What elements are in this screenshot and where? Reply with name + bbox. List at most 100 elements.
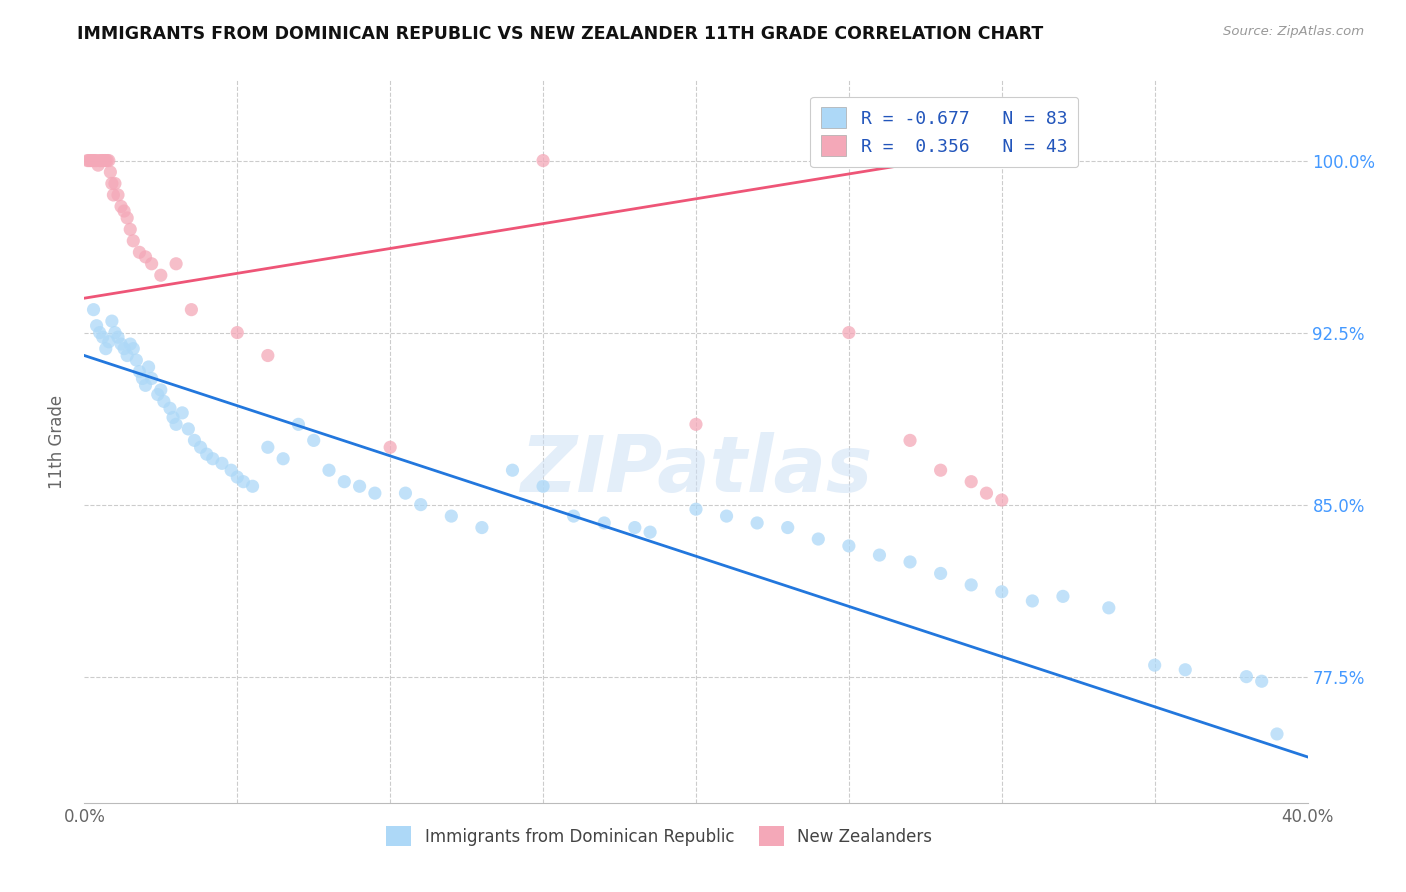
Point [271,451,294,466]
Point [409,498,432,512]
Point [976,486,998,500]
Point [562,509,585,524]
Point [183,434,205,448]
Point [929,463,952,477]
Point [120,337,142,351]
Point [226,326,249,340]
Point [86,318,108,333]
Point [929,566,952,581]
Point [149,383,172,397]
Point [153,394,176,409]
Point [685,502,707,516]
Point [83,302,105,317]
Point [115,349,138,363]
Point [531,153,554,168]
Point [120,222,142,236]
Point [94,342,117,356]
Point [747,516,769,530]
Point [77,153,100,168]
Point [1174,663,1197,677]
Point [318,463,340,477]
Point [333,475,356,489]
Point [91,153,114,168]
Point [89,326,111,340]
Point [226,470,249,484]
Point [776,520,799,534]
Point [104,177,127,191]
Point [685,417,707,432]
Point [104,326,127,340]
Point [195,447,218,461]
Point [177,422,200,436]
Point [112,342,135,356]
Point [624,520,647,534]
Point [91,330,114,344]
Point [440,509,463,524]
Point [112,204,135,219]
Point [76,153,98,168]
Point [302,434,325,448]
Point [128,365,150,379]
Point [162,410,184,425]
Point [146,387,169,401]
Point [471,520,494,534]
Point [84,153,107,168]
Point [141,257,163,271]
Point [159,401,181,416]
Point [991,493,1014,508]
Point [219,463,242,477]
Point [1098,600,1121,615]
Point [593,516,616,530]
Point [364,486,387,500]
Point [165,417,187,432]
Point [394,486,416,500]
Point [89,153,111,168]
Point [380,440,402,454]
Point [211,456,233,470]
Point [232,475,254,489]
Point [838,326,860,340]
Point [128,245,150,260]
Point [110,199,132,213]
Point [165,257,187,271]
Point [869,548,891,562]
Point [1143,658,1166,673]
Point [257,440,280,454]
Point [991,584,1014,599]
Point [86,153,108,168]
Point [131,371,153,385]
Point [1021,594,1043,608]
Point [149,268,172,283]
Point [257,349,280,363]
Point [107,330,129,344]
Point [125,353,148,368]
Point [93,153,115,168]
Point [122,342,145,356]
Point [502,463,524,477]
Point [960,475,983,489]
Point [115,211,138,225]
Y-axis label: 11th Grade: 11th Grade [48,394,66,489]
Point [135,378,157,392]
Point [1265,727,1288,741]
Text: IMMIGRANTS FROM DOMINICAN REPUBLIC VS NEW ZEALANDER 11TH GRADE CORRELATION CHART: IMMIGRANTS FROM DOMINICAN REPUBLIC VS NE… [77,25,1043,43]
Point [242,479,264,493]
Text: ZIPatlas: ZIPatlas [520,433,872,508]
Point [94,153,117,168]
Point [98,165,121,179]
Point [122,234,145,248]
Point [110,337,132,351]
Point [807,532,830,546]
Point [141,371,163,385]
Point [101,314,124,328]
Point [103,188,125,202]
Point [87,158,110,172]
Point [180,302,202,317]
Text: Source: ZipAtlas.com: Source: ZipAtlas.com [1223,25,1364,38]
Point [838,539,860,553]
Point [1236,670,1258,684]
Point [80,153,103,168]
Point [172,406,194,420]
Point [135,250,157,264]
Point [1250,674,1272,689]
